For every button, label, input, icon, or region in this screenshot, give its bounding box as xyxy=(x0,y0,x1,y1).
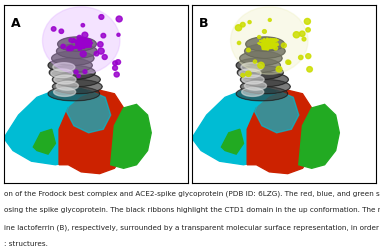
Circle shape xyxy=(77,74,80,78)
Circle shape xyxy=(304,18,310,24)
Polygon shape xyxy=(53,63,75,72)
Circle shape xyxy=(114,72,119,77)
Text: osing the spike glycoprotein. The black ribbons highlight the CTD1 domain in the: osing the spike glycoprotein. The black … xyxy=(4,208,380,214)
Polygon shape xyxy=(240,51,282,65)
Circle shape xyxy=(268,18,271,22)
Circle shape xyxy=(94,52,99,56)
Circle shape xyxy=(98,48,104,54)
Polygon shape xyxy=(57,44,97,58)
Circle shape xyxy=(98,42,103,47)
Polygon shape xyxy=(54,88,76,96)
Circle shape xyxy=(276,66,282,72)
Polygon shape xyxy=(58,37,97,51)
Polygon shape xyxy=(222,129,244,154)
Circle shape xyxy=(112,66,117,70)
Circle shape xyxy=(307,66,312,72)
Circle shape xyxy=(238,41,241,44)
Polygon shape xyxy=(56,81,78,90)
Circle shape xyxy=(282,43,286,48)
Polygon shape xyxy=(66,90,111,133)
Circle shape xyxy=(68,45,74,51)
Text: : structures.: : structures. xyxy=(4,241,48,247)
Circle shape xyxy=(302,37,306,41)
Circle shape xyxy=(116,60,120,64)
Circle shape xyxy=(241,74,245,77)
Circle shape xyxy=(241,22,245,27)
Polygon shape xyxy=(49,65,95,80)
Circle shape xyxy=(69,38,73,42)
Polygon shape xyxy=(4,87,96,165)
Circle shape xyxy=(274,46,277,50)
Circle shape xyxy=(80,51,86,57)
Ellipse shape xyxy=(231,7,308,74)
Circle shape xyxy=(299,55,303,60)
Circle shape xyxy=(258,36,261,38)
Text: ine lactoferrin (B), respectively, surrounded by a transparent molecular surface: ine lactoferrin (B), respectively, surro… xyxy=(4,224,380,231)
Text: B: B xyxy=(199,18,209,30)
Polygon shape xyxy=(237,65,283,80)
Circle shape xyxy=(61,44,65,48)
Circle shape xyxy=(74,70,78,74)
Circle shape xyxy=(66,46,71,51)
Circle shape xyxy=(99,14,104,19)
Polygon shape xyxy=(51,69,73,78)
Polygon shape xyxy=(48,87,100,101)
Circle shape xyxy=(117,33,120,36)
Polygon shape xyxy=(247,90,317,174)
Circle shape xyxy=(258,62,264,68)
Polygon shape xyxy=(236,58,280,72)
Polygon shape xyxy=(48,58,92,72)
Polygon shape xyxy=(192,87,284,165)
Polygon shape xyxy=(242,88,264,96)
Polygon shape xyxy=(255,90,299,133)
Polygon shape xyxy=(52,51,94,65)
Circle shape xyxy=(77,35,82,40)
Polygon shape xyxy=(52,80,102,94)
Circle shape xyxy=(102,54,107,60)
Polygon shape xyxy=(241,72,288,87)
Circle shape xyxy=(101,33,106,38)
Circle shape xyxy=(113,61,117,65)
Circle shape xyxy=(306,54,311,59)
Polygon shape xyxy=(242,75,264,84)
Circle shape xyxy=(116,16,122,22)
Polygon shape xyxy=(244,81,266,90)
Circle shape xyxy=(287,61,291,64)
Polygon shape xyxy=(246,37,285,51)
Circle shape xyxy=(235,25,242,31)
Circle shape xyxy=(299,31,305,36)
Circle shape xyxy=(253,60,256,63)
Polygon shape xyxy=(245,44,285,58)
Polygon shape xyxy=(111,104,151,168)
Polygon shape xyxy=(52,72,100,87)
Polygon shape xyxy=(239,69,261,78)
Circle shape xyxy=(82,32,88,38)
Text: on of the Frodock best complex and ACE2-spike glycoprotein (PDB ID: 6LZG). The r: on of the Frodock best complex and ACE2-… xyxy=(4,190,380,197)
Circle shape xyxy=(248,20,251,24)
Circle shape xyxy=(286,60,290,64)
Circle shape xyxy=(245,71,251,76)
Circle shape xyxy=(81,24,85,27)
Circle shape xyxy=(51,27,56,31)
Polygon shape xyxy=(59,90,129,174)
Polygon shape xyxy=(54,75,76,84)
Circle shape xyxy=(306,28,310,32)
Circle shape xyxy=(83,70,87,73)
Polygon shape xyxy=(241,80,290,94)
Ellipse shape xyxy=(43,7,120,74)
Polygon shape xyxy=(236,87,288,101)
Polygon shape xyxy=(33,129,55,154)
Text: A: A xyxy=(11,18,21,30)
Circle shape xyxy=(263,30,266,33)
Polygon shape xyxy=(299,104,339,168)
Circle shape xyxy=(59,29,63,34)
Polygon shape xyxy=(241,63,263,72)
Circle shape xyxy=(293,32,300,38)
Circle shape xyxy=(247,48,250,52)
